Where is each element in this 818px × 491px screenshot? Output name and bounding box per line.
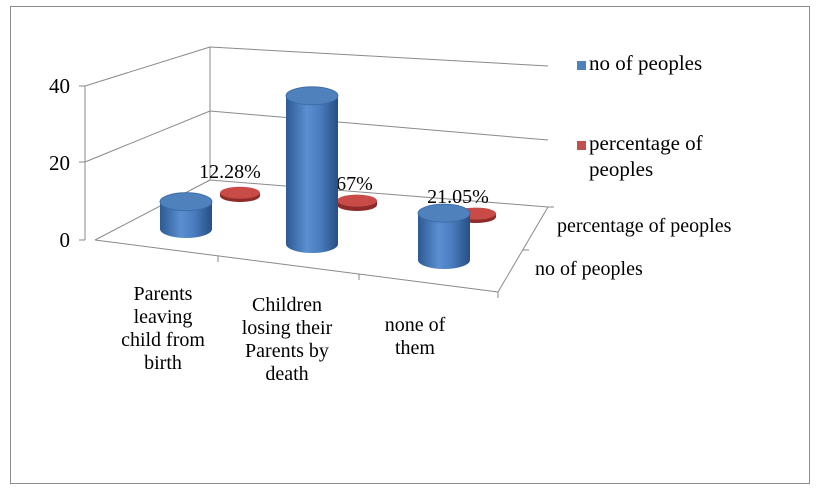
gridline-top-back: [209, 46, 549, 67]
x-axis-line: [94, 239, 499, 293]
y-tick-label-0: 0: [60, 228, 71, 252]
bar-no-of-peoples-3: [417, 203, 471, 269]
category-label-3: none of them: [385, 314, 446, 359]
category-label-2: Children losing their Parents by death: [242, 294, 333, 385]
gridline-top: [84, 46, 211, 87]
bar-percentage-of-peoples-1: [220, 186, 260, 202]
data-label-1: 12.28%: [199, 161, 261, 183]
gridline-mid: [84, 110, 211, 163]
category-labels: Parents leaving child from birth Children los…: [121, 283, 446, 385]
floor-left-edge: [94, 179, 211, 241]
category-label-1: Parents leaving child from birth: [121, 283, 205, 374]
gridline-mid-back: [209, 110, 549, 141]
chart-frame: [10, 6, 810, 484]
chart-axes: [79, 46, 554, 298]
depth-label-percentage: percentage of peoples: [557, 215, 732, 237]
legend: no of peoples percentage of peoples: [577, 51, 703, 181]
y-tick-label-20: 20: [49, 151, 70, 175]
bar-group: 12.28%66.67%21.05%: [159, 86, 496, 269]
data-label-3: 21.05%: [427, 186, 489, 208]
legend-label-1: no of peoples: [589, 51, 702, 75]
legend-swatch-1: [577, 61, 586, 70]
legend-item-1: no of peoples: [577, 51, 702, 75]
legend-label-2: percentage of peoples: [589, 131, 703, 181]
y-tick-label-40: 40: [49, 74, 70, 98]
bar-percentage-of-peoples-2: [337, 194, 377, 211]
legend-item-2: percentage of peoples: [577, 131, 703, 181]
bar-no-of-peoples-1: [159, 192, 213, 238]
depth-label-count: no of peoples: [535, 258, 643, 280]
legend-swatch-2: [577, 141, 586, 150]
gridline-base-back: [209, 179, 549, 208]
bar-no-of-peoples-2: [285, 86, 339, 253]
